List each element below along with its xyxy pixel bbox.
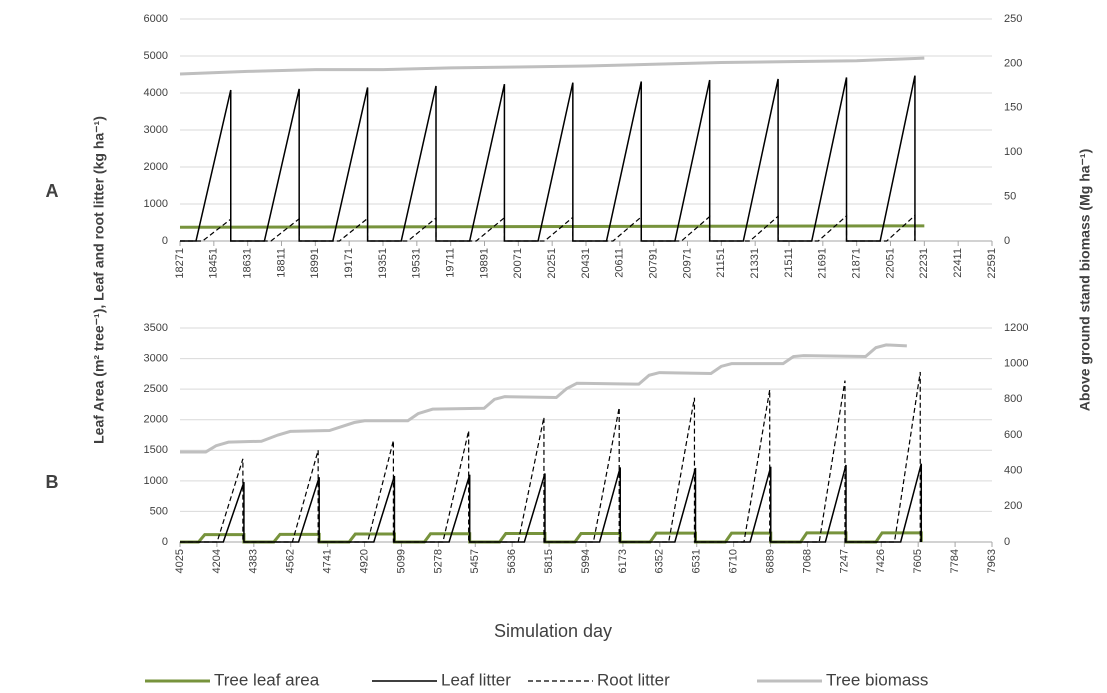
x-tick-label: 20971 — [681, 248, 693, 279]
y-tick-label: 1000 — [144, 198, 168, 210]
y2-tick-label: 0 — [1004, 235, 1010, 247]
x-tick-label: 7426 — [875, 549, 887, 573]
x-tick-label: 21871 — [851, 248, 863, 279]
x-tick-label: 4383 — [248, 549, 260, 573]
x-tick-label: 19891 — [478, 248, 490, 279]
y2-tick-label: 400 — [1004, 465, 1022, 477]
x-tick-label: 18271 — [174, 248, 186, 279]
y-tick-label: 2000 — [144, 161, 168, 173]
x-tick-label: 7605 — [912, 549, 924, 573]
y-tick-label: 4000 — [144, 87, 168, 99]
legend-label: Leaf litter — [441, 670, 511, 689]
y-tick-label: 3000 — [144, 124, 168, 136]
y2-tick-label: 100 — [1004, 146, 1022, 158]
x-tick-label: 20431 — [580, 248, 592, 279]
y-tick-label: 0 — [162, 536, 168, 548]
x-axis-title: Simulation day — [494, 621, 612, 641]
x-tick-label: 20791 — [648, 248, 660, 279]
x-tick-label: 4204 — [211, 549, 223, 573]
y2-tick-label: 1200 — [1004, 322, 1028, 334]
x-tick-label: 5278 — [432, 549, 444, 573]
y-tick-label: 6000 — [144, 13, 168, 25]
x-tick-label: 6352 — [654, 549, 666, 573]
y-tick-label: 3000 — [144, 352, 168, 364]
x-tick-label: 22051 — [884, 248, 896, 279]
x-tick-label: 18991 — [309, 248, 321, 279]
x-tick-label: 19531 — [411, 248, 423, 279]
x-tick-label: 7247 — [838, 549, 850, 573]
x-tick-label: 4025 — [174, 549, 186, 573]
y-tick-label: 2500 — [144, 383, 168, 395]
x-tick-label: 18631 — [242, 248, 254, 279]
x-tick-label: 20071 — [512, 248, 524, 279]
y2-tick-label: 250 — [1004, 13, 1022, 25]
x-tick-label: 7784 — [949, 549, 961, 573]
x-tick-label: 4920 — [358, 549, 370, 573]
series-line — [180, 75, 916, 242]
y2-axis-title: Above ground stand biomass (Mg ha⁻¹) — [1077, 149, 1093, 412]
x-tick-label: 19711 — [445, 248, 457, 278]
series-line — [179, 56, 925, 76]
y-tick-label: 5000 — [144, 50, 168, 62]
x-tick-label: 22231 — [918, 248, 930, 279]
x-tick-label: 5994 — [580, 549, 592, 573]
legend-label: Tree leaf area — [214, 670, 320, 689]
series-line — [180, 463, 923, 543]
y-tick-label: 1000 — [144, 475, 168, 487]
x-tick-label: 7963 — [986, 549, 998, 573]
x-tick-label: 18811 — [275, 248, 287, 278]
y-tick-label: 500 — [150, 505, 168, 517]
y2-tick-label: 0 — [1004, 536, 1010, 548]
x-tick-label: 22591 — [986, 248, 998, 279]
x-tick-label: 6889 — [764, 549, 776, 573]
panel-label: B — [46, 472, 59, 492]
x-tick-label: 21511 — [783, 248, 795, 278]
x-tick-label: 5815 — [543, 549, 555, 573]
y-tick-label: 0 — [162, 235, 168, 247]
x-tick-label: 5099 — [395, 549, 407, 573]
y2-tick-label: 200 — [1004, 57, 1022, 69]
x-tick-label: 6531 — [691, 549, 703, 573]
y-tick-label: 2000 — [144, 414, 168, 426]
panel-label: A — [46, 181, 59, 201]
x-tick-label: 5636 — [506, 549, 518, 573]
series-line — [180, 371, 921, 543]
x-tick-label: 20251 — [546, 248, 558, 279]
y-tick-label: 1500 — [144, 444, 168, 456]
x-tick-label: 21151 — [715, 248, 727, 278]
x-tick-label: 6173 — [617, 549, 629, 573]
x-tick-label: 19351 — [377, 248, 389, 279]
x-tick-label: 18451 — [208, 248, 220, 279]
x-tick-label: 22411 — [952, 248, 964, 278]
y2-tick-label: 1000 — [1004, 358, 1028, 370]
series-line — [179, 224, 925, 229]
y-axis-title: Leaf Area (m² tree⁻¹), Leaf and root lit… — [91, 116, 107, 444]
x-tick-label: 19171 — [343, 248, 355, 279]
x-tick-label: 5457 — [469, 549, 481, 573]
series-line — [180, 531, 923, 544]
x-tick-label: 21331 — [749, 248, 761, 279]
x-tick-label: 6710 — [728, 549, 740, 573]
x-tick-label: 4562 — [285, 549, 297, 573]
legend-label: Tree biomass — [826, 670, 928, 689]
y2-tick-label: 50 — [1004, 191, 1016, 203]
series-line — [180, 343, 907, 454]
x-tick-label: 20611 — [614, 248, 626, 278]
legend-label: Root litter — [597, 670, 670, 689]
y2-tick-label: 200 — [1004, 500, 1022, 512]
y2-tick-label: 600 — [1004, 429, 1022, 441]
x-tick-label: 4741 — [322, 549, 334, 573]
y-tick-label: 3500 — [144, 322, 168, 334]
x-tick-label: 7068 — [801, 549, 813, 573]
x-tick-label: 21691 — [817, 248, 829, 279]
y2-tick-label: 150 — [1004, 102, 1022, 114]
y2-tick-label: 800 — [1004, 393, 1022, 405]
